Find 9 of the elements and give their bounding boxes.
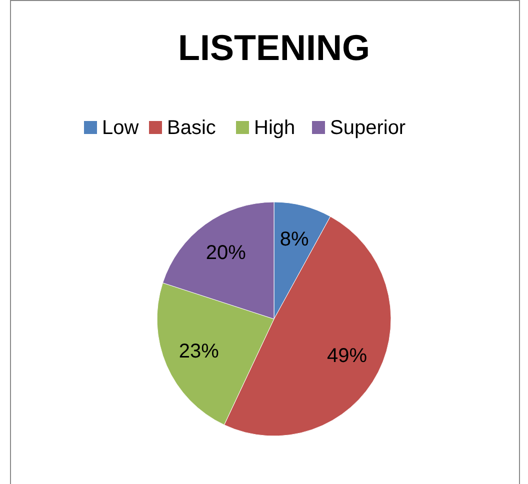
data-label: 20% xyxy=(206,242,246,264)
data-label: 23% xyxy=(178,340,220,363)
data-label: 8% xyxy=(280,228,310,251)
legend-label: High xyxy=(254,117,296,139)
data-label: 49% xyxy=(326,345,368,368)
legend-label: Basic xyxy=(167,117,216,139)
legend-label: Superior xyxy=(330,117,406,139)
legend-label: Low xyxy=(102,117,140,139)
chart-title: LISTENING xyxy=(178,27,370,68)
